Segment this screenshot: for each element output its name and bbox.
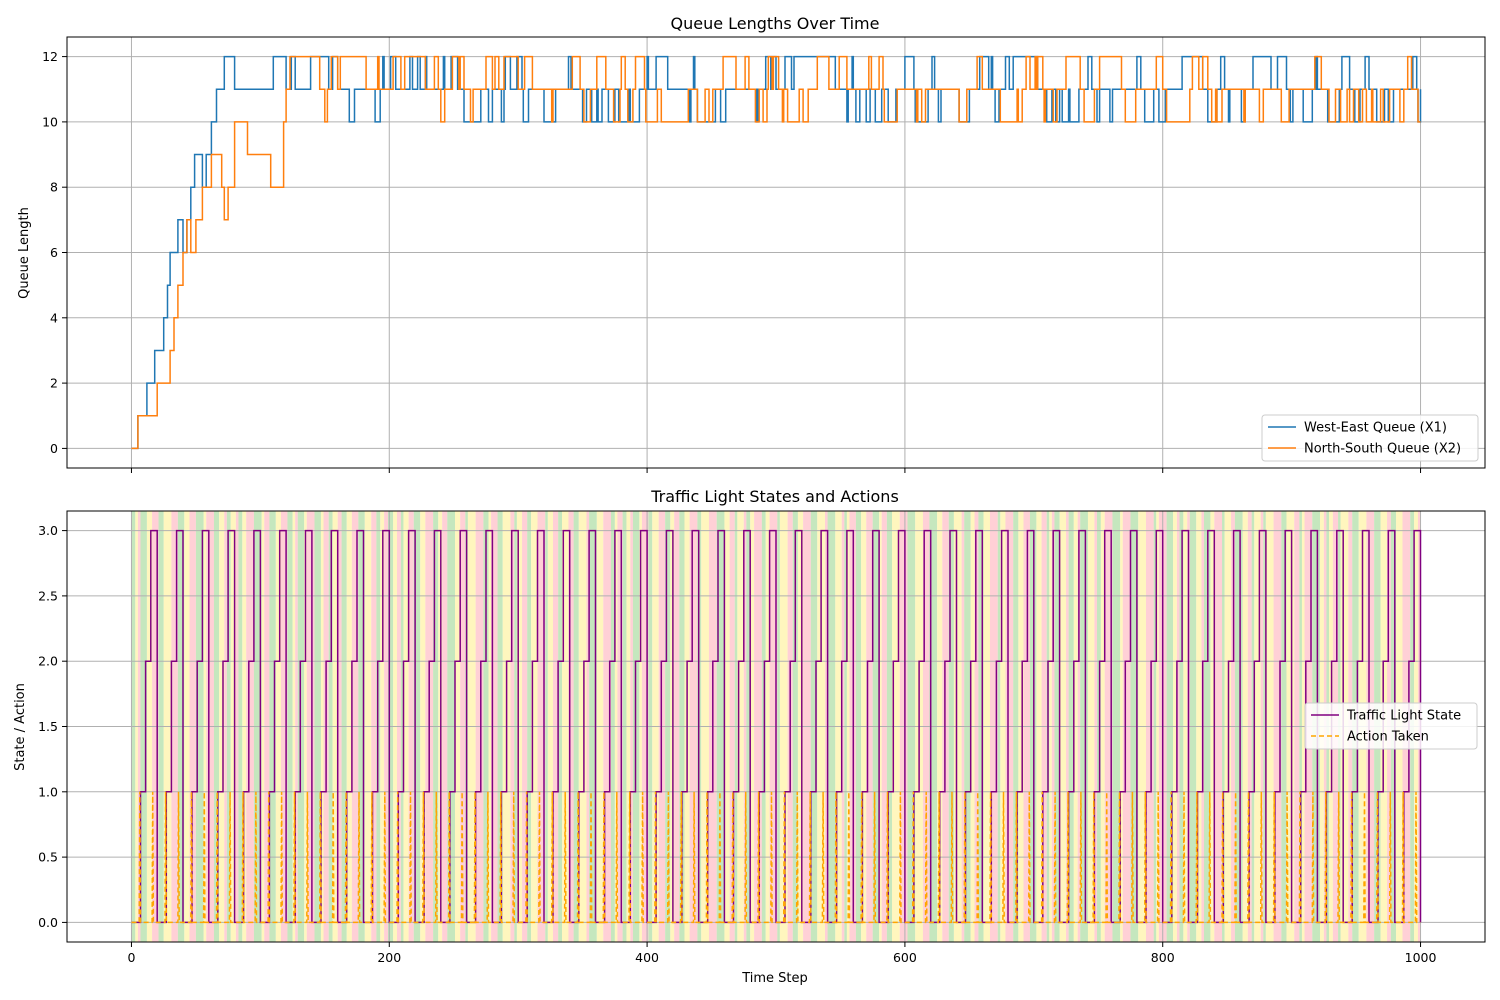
- ax2-ticks: 0 200 400 600 800 1000 0.0 0.5 1.0 1.5 2.0 2.5 3.0: [38, 523, 1436, 965]
- x-tick-label: 400: [635, 950, 659, 965]
- queue-lengths-plot: Queue Lengths Over Time Queue Length 0 2 4…: [17, 14, 1486, 473]
- legend-label-2: North-South Queue (X2): [1304, 442, 1461, 457]
- y-tick-label: 0.5: [38, 850, 58, 865]
- ax1-title: Queue Lengths Over Time: [671, 14, 880, 33]
- legend-box: [1304, 702, 1478, 750]
- y-tick-label: 4: [50, 310, 58, 325]
- ax2-legend: Traffic Light State Action Taken: [1304, 702, 1478, 750]
- ax2-ylabel: State / Action: [13, 683, 28, 771]
- series-line-2: [131, 55, 1421, 450]
- ax2-title: Traffic Light States and Actions: [650, 487, 899, 506]
- series-line-1: [131, 55, 1422, 450]
- legend-label-1: Traffic Light State: [1346, 709, 1461, 724]
- x-tick-label: 200: [377, 950, 401, 965]
- ax2-xlabel: Time Step: [741, 971, 808, 986]
- y-tick-label: 0.0: [38, 915, 58, 930]
- ax1-legend: West-East Queue (X1) North-South Queue (X…: [1261, 414, 1479, 462]
- ax1-ylabel: Queue Length: [17, 207, 32, 299]
- x-tick-label: 800: [1151, 950, 1175, 965]
- x-tick-label: 1000: [1405, 950, 1437, 965]
- y-tick-label: 3.0: [38, 523, 58, 538]
- legend-label-2: Action Taken: [1347, 730, 1429, 745]
- ax2-series: [131, 529, 1422, 924]
- y-tick-label: 2: [50, 376, 58, 391]
- y-tick-label: 0: [50, 441, 58, 456]
- y-tick-label: 2.5: [38, 588, 58, 603]
- legend-label-1: West-East Queue (X1): [1304, 421, 1447, 436]
- y-tick-label: 10: [42, 114, 58, 129]
- x-tick-label: 0: [127, 950, 135, 965]
- legend-box: [1261, 414, 1479, 462]
- ax1-series: [131, 55, 1422, 450]
- y-tick-label: 2.0: [38, 654, 58, 669]
- y-tick-label: 1.0: [38, 784, 58, 799]
- y-tick-label: 1.5: [38, 719, 58, 734]
- x-tick-label: 600: [893, 950, 917, 965]
- y-tick-label: 6: [50, 245, 58, 260]
- ax1-grid: [67, 37, 1485, 468]
- ax1-ticks: 0 2 4 6 8 10 12: [42, 49, 1422, 473]
- y-tick-label: 8: [50, 180, 58, 195]
- action-taken-line: [131, 791, 1421, 924]
- traffic-light-plot: Traffic Light States and Actions State /…: [13, 487, 1486, 986]
- y-tick-label: 12: [42, 49, 58, 64]
